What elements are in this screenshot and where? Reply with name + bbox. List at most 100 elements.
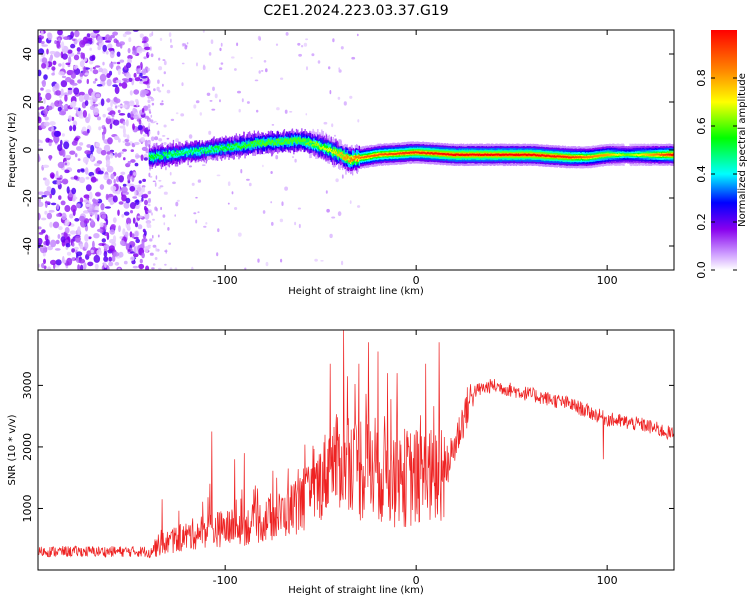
noise-speckle <box>150 121 155 124</box>
noise-speckle <box>165 249 167 254</box>
noise-blob <box>51 125 54 132</box>
noise-blob <box>109 123 113 130</box>
noise-speckle <box>203 64 205 69</box>
noise-blob <box>127 223 131 230</box>
noise-blob <box>123 202 130 209</box>
ridge-cell <box>225 148 227 152</box>
ridge-cell <box>318 140 320 148</box>
noise-blob <box>64 205 71 212</box>
noise-speckle <box>158 187 162 189</box>
noise-blob <box>74 235 81 243</box>
ridge-cell <box>285 136 288 143</box>
noise-speckle <box>156 249 159 252</box>
noise-speckle <box>234 68 237 71</box>
noise-blob <box>38 92 41 97</box>
noise-blob <box>123 80 129 83</box>
ridge-cell <box>227 146 229 150</box>
noise-speckle <box>147 119 150 123</box>
noise-blob <box>129 202 137 209</box>
noise-blob <box>97 35 103 44</box>
noise-blob <box>95 192 101 197</box>
noise-speckle <box>276 107 280 111</box>
noise-blob <box>134 77 141 82</box>
noise-speckle <box>351 56 356 60</box>
noise-speckle <box>159 185 164 188</box>
noise-blob <box>132 265 139 269</box>
noise-speckle <box>195 196 198 199</box>
noise-blob <box>118 201 124 205</box>
noise-speckle <box>152 218 155 221</box>
noise-speckle <box>297 207 301 210</box>
noise-blob <box>130 210 133 214</box>
noise-blob <box>94 65 101 68</box>
ridge-cell <box>198 151 200 156</box>
noise-blob <box>105 218 109 226</box>
noise-speckle <box>289 111 293 113</box>
noise-blob <box>132 217 136 224</box>
noise-blob <box>125 73 131 79</box>
noise-speckle <box>170 38 172 43</box>
noise-blob <box>141 197 144 202</box>
ridge-cell <box>277 137 280 145</box>
noise-blob <box>143 246 149 253</box>
noise-blob <box>79 142 84 146</box>
ridge-cell <box>230 142 232 147</box>
noise-blob <box>47 266 52 270</box>
noise-speckle <box>193 212 197 215</box>
noise-speckle <box>263 60 267 63</box>
noise-blob <box>123 104 128 109</box>
ridge-cell <box>235 146 237 150</box>
noise-blob <box>138 263 145 270</box>
noise-speckle <box>170 44 173 49</box>
ridge-cell <box>182 152 185 156</box>
noise-blob <box>89 67 93 72</box>
noise-blob <box>141 108 145 113</box>
noise-blob <box>86 33 91 38</box>
ridge-cell <box>152 155 154 162</box>
noise-blob <box>43 121 50 127</box>
noise-blob <box>53 130 61 137</box>
noise-blob <box>50 187 56 196</box>
noise-blob <box>111 113 115 118</box>
noise-blob <box>79 264 84 270</box>
ridge-cell <box>192 147 195 152</box>
noise-speckle <box>328 66 331 70</box>
noise-blob <box>92 240 95 249</box>
noise-speckle <box>256 109 259 113</box>
noise-blob <box>114 98 121 104</box>
noise-blob <box>139 258 143 264</box>
noise-speckle <box>154 182 157 187</box>
ridge-cell <box>313 138 315 147</box>
noise-blob <box>57 234 61 239</box>
noise-speckle <box>206 92 211 97</box>
noise-blob <box>49 193 52 199</box>
noise-blob <box>54 248 61 251</box>
ridge-cell <box>200 147 203 152</box>
noise-speckle <box>220 42 223 47</box>
noise-blob <box>104 34 111 42</box>
noise-speckle <box>331 216 336 219</box>
noise-blob <box>43 258 46 264</box>
noise-blob <box>82 156 89 164</box>
noise-speckle <box>149 33 152 38</box>
ridge-cell <box>187 148 189 153</box>
ridge-cell <box>188 152 190 156</box>
noise-blob <box>123 211 130 216</box>
ridge-cell <box>231 140 233 149</box>
noise-blob <box>41 57 48 64</box>
noise-blob <box>77 52 81 55</box>
noise-speckle <box>151 212 153 216</box>
ridge-cell <box>168 154 170 158</box>
noise-blob <box>127 55 133 60</box>
noise-speckle <box>246 101 250 104</box>
noise-blob <box>116 61 121 65</box>
noise-blob <box>122 183 127 187</box>
noise-blob <box>99 222 104 228</box>
noise-blob <box>103 250 108 258</box>
noise-speckle <box>262 164 264 168</box>
noise-blob <box>106 50 109 55</box>
noise-blob <box>63 92 70 97</box>
noise-blob <box>71 82 78 86</box>
noise-blob <box>57 144 63 152</box>
noise-blob <box>60 200 66 206</box>
